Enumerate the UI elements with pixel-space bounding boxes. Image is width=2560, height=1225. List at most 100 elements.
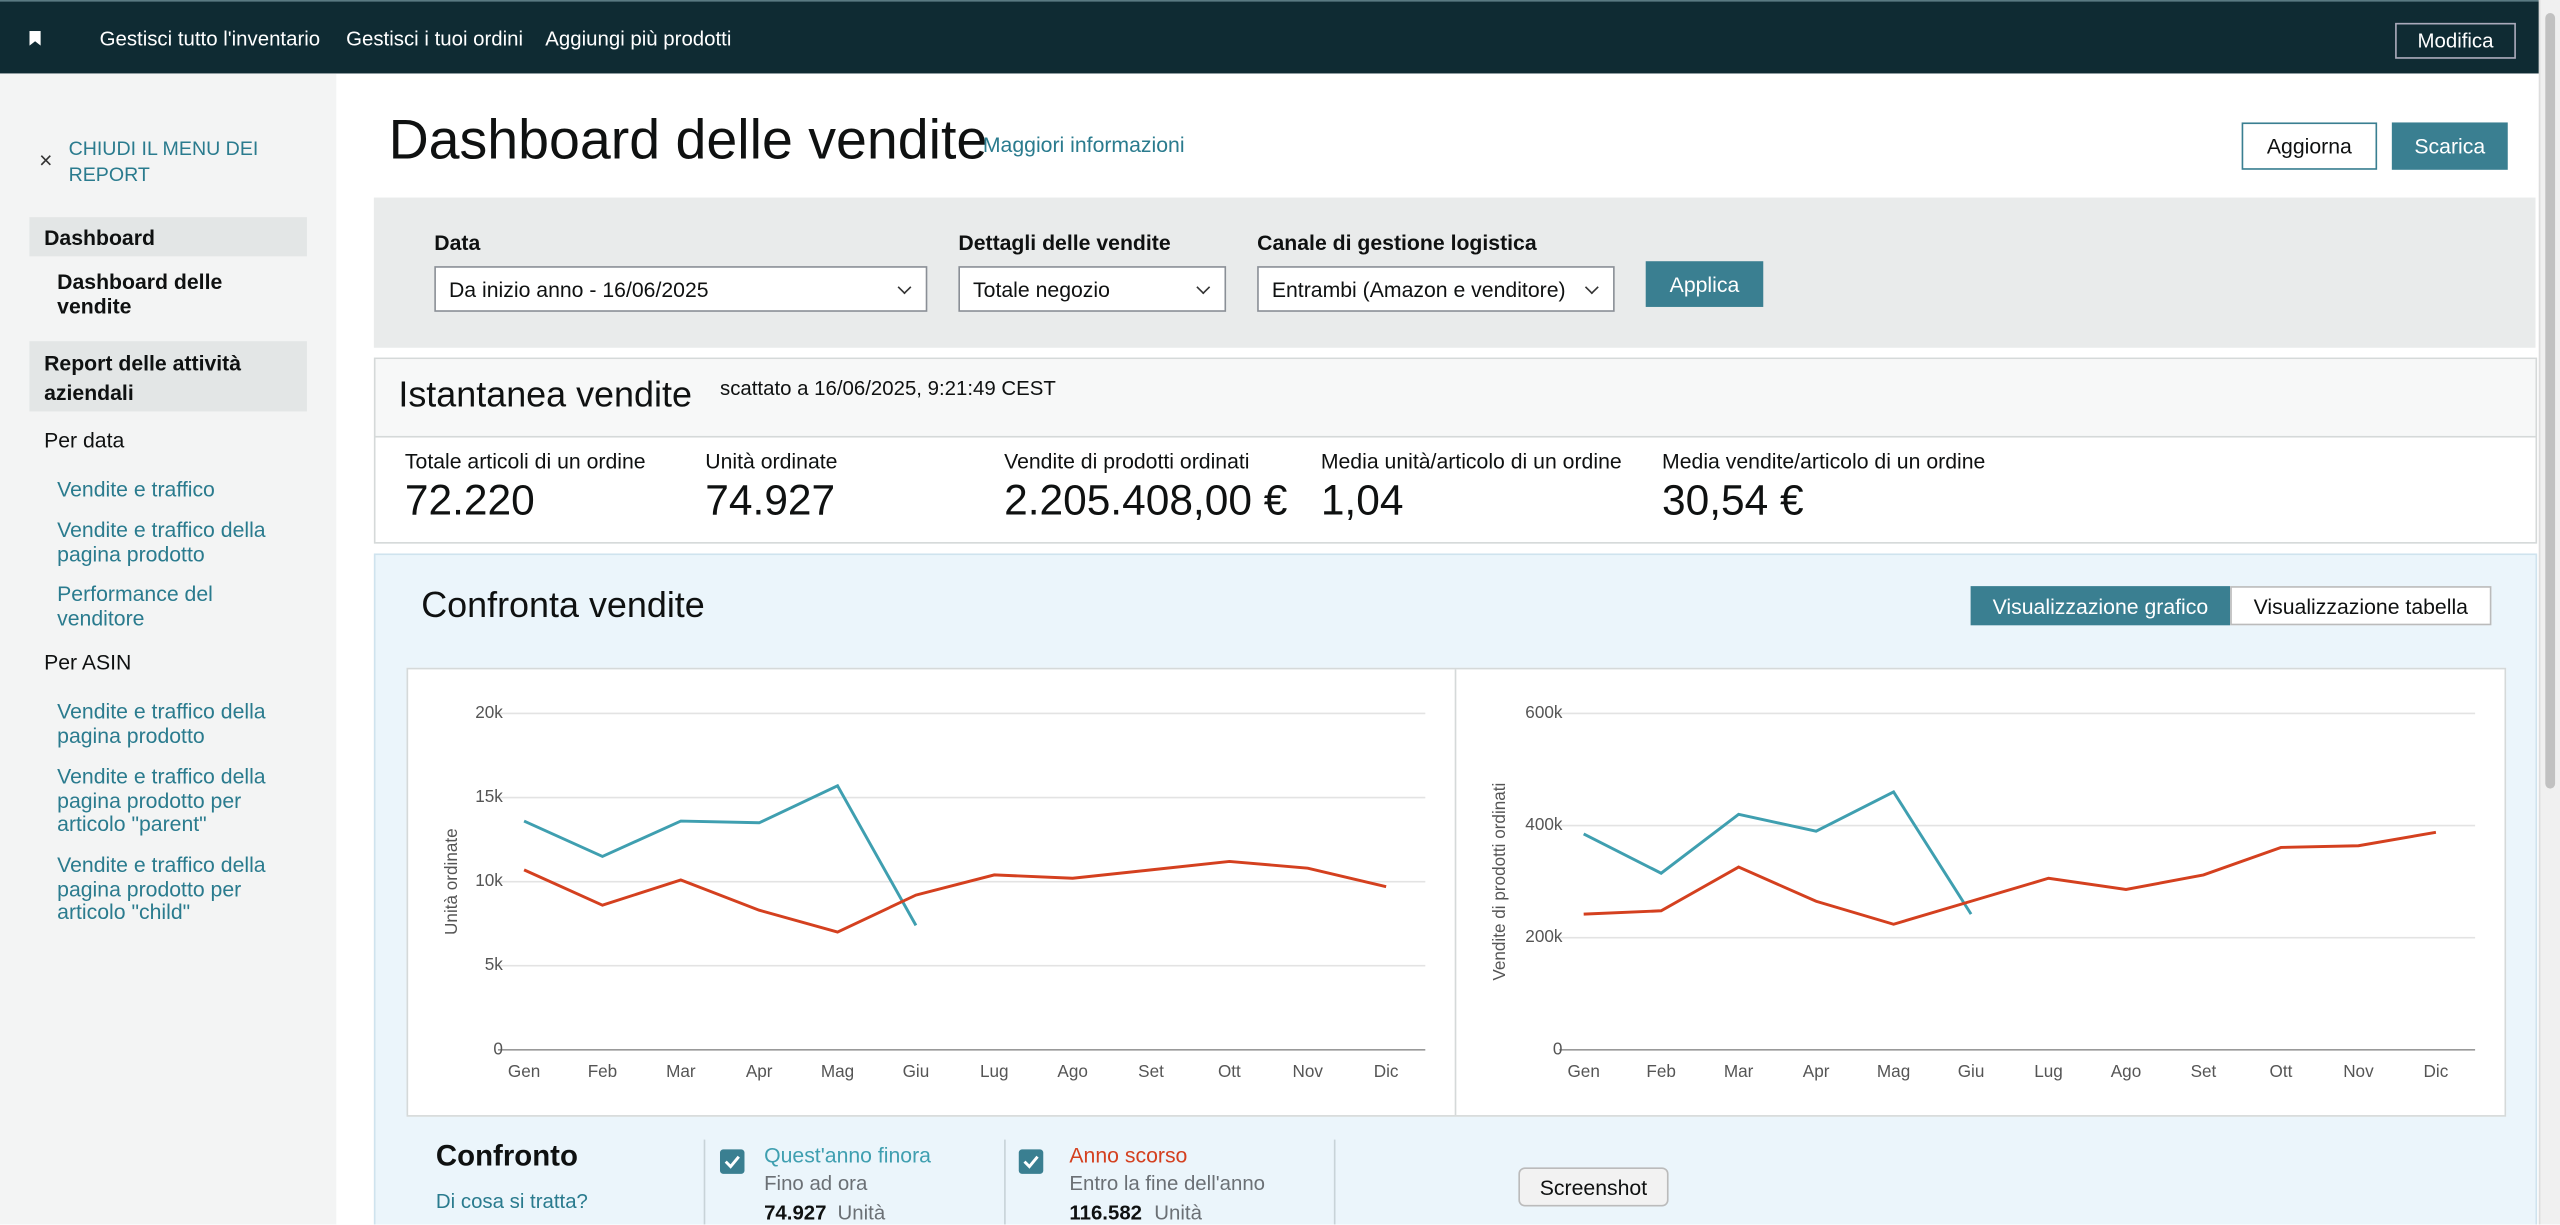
- series-line: [523, 783, 918, 927]
- legend-label: Quest'anno finora: [764, 1142, 931, 1168]
- legend-unit: Unità: [837, 1201, 886, 1225]
- series-line: [1583, 830, 2437, 926]
- sidebar: [0, 73, 337, 1225]
- checkbox[interactable]: [1018, 1149, 1044, 1174]
- side-link[interactable]: Performance del venditore: [57, 581, 213, 630]
- refresh-button[interactable]: Aggiorna: [2241, 122, 2378, 170]
- x-tick-label: Mar: [666, 1061, 696, 1081]
- section-title: Report delle attività aziendali: [44, 351, 242, 405]
- x-tick-label: Apr: [746, 1061, 773, 1081]
- y-axis-label: Unità ordinate: [441, 828, 461, 935]
- chart-divider: [1454, 669, 1457, 1116]
- x-tick-label: Feb: [588, 1061, 618, 1081]
- apply-button[interactable]: Applica: [1645, 261, 1764, 307]
- chart-view-button[interactable]: Visualizzazione grafico: [1970, 586, 2231, 626]
- x-tick-label: Giu: [903, 1061, 930, 1081]
- nav-link[interactable]: Gestisci i tuoi ordini: [346, 27, 524, 51]
- metric-value: 30,54 €: [1662, 475, 1804, 525]
- metric-label: Vendite di prodotti ordinati: [1004, 448, 1250, 474]
- x-tick-label: Nov: [1293, 1061, 1324, 1081]
- bookmark-icon[interactable]: [29, 31, 41, 46]
- x-tick-label: Giu: [1958, 1061, 1985, 1081]
- legend-sub: Fino ad ora: [764, 1172, 868, 1196]
- close-menu[interactable]: CHIUDI IL MENU DEI REPORT: [68, 137, 259, 187]
- snapshot-time: scattato a 16/06/2025, 9:21:49 CEST: [719, 377, 1056, 400]
- help-link[interactable]: Di cosa si tratta?: [435, 1190, 588, 1214]
- y-tick-label: 400k: [1525, 814, 1563, 834]
- legend-unit: Unità: [1154, 1201, 1202, 1225]
- section-bg: [29, 217, 307, 257]
- filter-select[interactable]: Totale negozio: [958, 266, 1227, 312]
- divider: [703, 1139, 706, 1225]
- x-tick-label: Dic: [1374, 1061, 1399, 1081]
- snapshot-header: [375, 359, 2536, 438]
- filter-label: Data: [434, 230, 481, 255]
- download-button[interactable]: Scarica: [2391, 122, 2508, 170]
- metric-value: 1,04: [1320, 475, 1404, 525]
- y-tick-label: 20k: [475, 702, 503, 722]
- legend-title: Confronto: [435, 1139, 578, 1173]
- legend-count: 74.927: [764, 1201, 827, 1225]
- x-tick-label: Lug: [980, 1061, 1009, 1081]
- nav-link[interactable]: Aggiungi più prodotti: [545, 27, 732, 51]
- legend-count: 116.582: [1069, 1201, 1143, 1225]
- section-title: Dashboard: [44, 225, 155, 250]
- metric-value: 2.205.408,00 €: [1004, 475, 1288, 525]
- x-tick-label: Mag: [1877, 1061, 1910, 1081]
- x-tick-label: Mar: [1724, 1061, 1754, 1081]
- x-tick-label: Gen: [508, 1061, 540, 1081]
- side-link[interactable]: Vendite e traffico della pagina prodotto…: [57, 852, 266, 925]
- filter-select[interactable]: Da inizio anno - 16/06/2025: [434, 266, 928, 312]
- y-axis-label: Vendite di prodotti ordinati: [1489, 783, 1509, 981]
- y-tick-label: 5k: [485, 954, 504, 974]
- legend-sub: Entro la fine dell'anno: [1069, 1172, 1266, 1196]
- divider: [1004, 1139, 1006, 1225]
- side-link[interactable]: Vendite e traffico della pagina prodotto: [57, 517, 266, 566]
- metric-label: Unità ordinate: [705, 448, 838, 474]
- y-tick-label: 200k: [1525, 926, 1563, 946]
- x-tick-label: Gen: [1567, 1061, 1599, 1081]
- x-tick-label: Ott: [1218, 1061, 1241, 1081]
- scrollbar[interactable]: [2538, 0, 2560, 1225]
- compare-title: Confronta vendite: [421, 584, 705, 626]
- side-link[interactable]: Vendite e traffico della pagina prodotto: [57, 698, 266, 747]
- x-tick-label: Lug: [2034, 1061, 2063, 1081]
- side-link[interactable]: Vendite e traffico della pagina prodotto…: [57, 764, 266, 836]
- side-link[interactable]: Vendite e traffico: [57, 476, 215, 502]
- x-tick-label: Dic: [2424, 1061, 2449, 1081]
- x-tick-label: Ago: [1057, 1061, 1087, 1081]
- top-nav: [0, 0, 2560, 74]
- filter-select[interactable]: Entrambi (Amazon e venditore): [1257, 266, 1615, 312]
- metric-label: Media vendite/articolo di un ordine: [1662, 448, 1986, 474]
- metric-value: 74.927: [705, 475, 836, 525]
- edit-button[interactable]: Modifica: [2395, 22, 2516, 59]
- y-tick-label: 600k: [1525, 702, 1563, 722]
- x-tick-label: Mag: [821, 1061, 854, 1081]
- metric-label: Media unità/articolo di un ordine: [1320, 448, 1622, 474]
- group-title: Per data: [44, 427, 125, 453]
- page-title: Dashboard delle vendite: [388, 109, 988, 172]
- metric-value: 72.220: [404, 475, 535, 525]
- series-line: [1583, 790, 1973, 915]
- snapshot-title: Istantanea vendite: [398, 373, 692, 415]
- info-link[interactable]: Maggiori informazioni: [982, 132, 1185, 157]
- close-icon[interactable]: ×: [39, 146, 53, 174]
- divider: [1333, 1139, 1336, 1225]
- x-tick-label: Ott: [2270, 1061, 2293, 1081]
- series-line: [523, 859, 1387, 934]
- active-link[interactable]: Dashboard delle vendite: [57, 269, 223, 318]
- x-tick-label: Feb: [1646, 1061, 1676, 1081]
- x-tick-label: Set: [1138, 1061, 1164, 1081]
- y-tick-label: 0: [493, 1038, 503, 1058]
- metric-label: Totale articoli di un ordine: [404, 448, 646, 474]
- checkbox[interactable]: [719, 1149, 745, 1174]
- filter-label: Dettagli delle vendite: [958, 230, 1171, 255]
- legend-label: Anno scorso: [1069, 1142, 1188, 1168]
- group-title: Per ASIN: [44, 649, 132, 675]
- table-view-button[interactable]: Visualizzazione tabella: [2230, 586, 2492, 626]
- nav-link[interactable]: Gestisci tutto l'inventario: [99, 27, 321, 51]
- x-tick-label: Apr: [1803, 1061, 1830, 1081]
- y-tick-label: 0: [1553, 1038, 1563, 1058]
